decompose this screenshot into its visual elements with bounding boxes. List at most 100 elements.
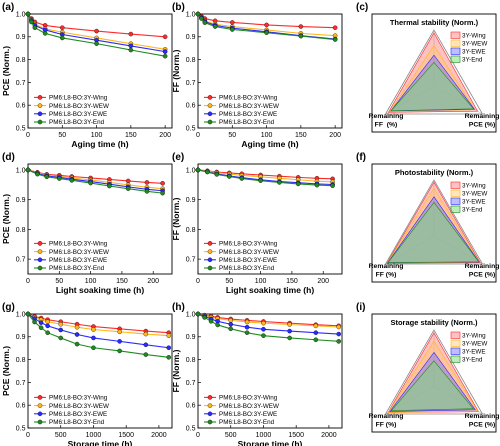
y-tick-label: 1.0 bbox=[16, 167, 26, 174]
series-3Y-End bbox=[195, 11, 338, 42]
data-point bbox=[244, 324, 250, 330]
data-point bbox=[208, 319, 214, 324]
legend-entry-3Y-Wing: PM6:L8-BO:3Y-Wing bbox=[34, 395, 108, 402]
legend-swatch bbox=[450, 39, 461, 47]
x-axis-title: Storage time (h) bbox=[238, 439, 303, 446]
panel-g: (g) 0.5 0.6 0.7 0.8 0.9 1.0 0 500 1000 1500 2000 Sto… bbox=[1, 302, 173, 446]
legend-label: PM6:L8-BO:3Y-WEW bbox=[49, 103, 109, 110]
legend-entry-3Y-End: PM6:L8-BO:3Y-End bbox=[204, 419, 275, 426]
radar-legend-3Y-End: 3Y-End bbox=[450, 55, 483, 64]
data-point bbox=[160, 181, 165, 186]
radar-axis-label-pce: Remaining PCE (%) bbox=[465, 263, 500, 279]
data-point bbox=[91, 327, 96, 332]
data-point bbox=[295, 181, 301, 187]
data-point bbox=[32, 25, 38, 30]
radar-legend-3Y-WEW: 3Y-WEW bbox=[450, 339, 487, 348]
data-point bbox=[38, 320, 44, 325]
data-point bbox=[69, 178, 75, 183]
series-3Y-End bbox=[195, 167, 335, 188]
y-tick-label: 0.9 bbox=[16, 334, 26, 341]
legend-marker bbox=[207, 111, 213, 117]
plot-frame bbox=[197, 313, 343, 429]
legend-label: PM6:L8-BO:3Y-EWE bbox=[49, 111, 107, 118]
legend-entry-3Y-WEW: PM6:L8-BO:3Y-WEW bbox=[34, 403, 109, 410]
x-tick-label: 1500 bbox=[118, 432, 134, 439]
legend-label: 3Y-End bbox=[462, 357, 483, 364]
data-point bbox=[45, 319, 50, 325]
x-tick-label: 1500 bbox=[288, 432, 304, 439]
x-tick-label: 200 bbox=[147, 278, 159, 285]
data-point bbox=[195, 167, 201, 173]
panel-i: (i) Storage stability (Norm.) Remaining FF … bbox=[356, 302, 499, 433]
legend-marker bbox=[207, 241, 213, 246]
legend-marker bbox=[207, 411, 213, 417]
y-tick-label: 0.6 bbox=[186, 403, 196, 410]
x-tick-label: 0 bbox=[196, 432, 200, 439]
y-tick-label: 0.7 bbox=[186, 257, 196, 264]
series-3Y-End bbox=[25, 167, 165, 196]
x-axis-title: Light soaking time (h) bbox=[226, 285, 314, 295]
radar-frame bbox=[371, 13, 497, 133]
x-tick-label: 100 bbox=[91, 132, 103, 139]
data-point bbox=[44, 174, 50, 180]
data-point bbox=[117, 329, 122, 335]
legend-swatch bbox=[450, 31, 461, 39]
plot-frame bbox=[197, 163, 343, 275]
y-tick-label: 0.9 bbox=[16, 197, 26, 204]
radar-frame bbox=[371, 163, 497, 283]
data-point bbox=[162, 53, 168, 59]
series-3Y-Wing bbox=[25, 11, 168, 40]
legend-label: PM6:L8-BO:3Y-Wing bbox=[219, 395, 278, 402]
y-tick-label: 0.8 bbox=[186, 357, 196, 364]
data-point bbox=[228, 321, 234, 327]
legend-marker bbox=[37, 103, 43, 108]
radar-legend-3Y-Wing: 3Y-Wing bbox=[450, 181, 486, 190]
legend-label: PM6:L8-BO:3Y-End bbox=[219, 419, 275, 426]
series-line bbox=[27, 169, 163, 192]
series-line bbox=[27, 313, 169, 334]
x-tick-label: 200 bbox=[329, 132, 341, 139]
x-tick-label: 50 bbox=[225, 278, 233, 285]
data-point bbox=[205, 169, 210, 175]
data-point bbox=[74, 324, 80, 330]
panel-label: (d) bbox=[2, 152, 15, 163]
radar-legend-3Y-Wing: 3Y-Wing bbox=[450, 31, 486, 40]
data-point bbox=[287, 328, 292, 334]
data-point bbox=[230, 20, 235, 25]
legend-label: 3Y-Wing bbox=[462, 333, 486, 340]
legend-label: 3Y-WEW bbox=[462, 191, 487, 198]
legend-marker bbox=[37, 403, 43, 408]
y-tick-label: 0.8 bbox=[186, 57, 196, 64]
data-point bbox=[244, 330, 250, 335]
legend-swatch bbox=[450, 339, 461, 347]
x-axis-title: Aging time (h) bbox=[241, 139, 298, 149]
radar-title: Storage stability (Norm.) bbox=[390, 318, 478, 327]
data-point bbox=[264, 22, 269, 28]
legend-swatch bbox=[450, 205, 461, 213]
panel-b: (b) 0.5 0.6 0.7 0.8 0.9 1.0 0 50 100 150 200 Aging t… bbox=[171, 2, 343, 149]
series-line bbox=[197, 313, 339, 342]
legend-marker bbox=[37, 119, 43, 125]
legend-swatch bbox=[450, 189, 461, 197]
radar-legend-3Y-WEW: 3Y-WEW bbox=[450, 39, 487, 48]
data-point bbox=[228, 326, 234, 332]
series-line bbox=[27, 313, 169, 349]
data-point bbox=[125, 186, 131, 191]
data-point bbox=[244, 319, 250, 325]
data-point bbox=[313, 330, 319, 335]
y-axis-title: PCE (Norm.) bbox=[1, 46, 11, 96]
y-axis-title: FF (Norm.) bbox=[171, 197, 181, 240]
legend-label: 3Y-End bbox=[462, 207, 483, 214]
series-line bbox=[197, 313, 339, 328]
panel-label: (e) bbox=[172, 152, 184, 163]
series-3Y-WEW bbox=[25, 167, 165, 191]
radar-legend-3Y-WEW: 3Y-WEW bbox=[450, 189, 487, 198]
x-tick-label: 150 bbox=[286, 278, 298, 285]
legend-entry-3Y-WEW: PM6:L8-BO:3Y-WEW bbox=[204, 249, 279, 256]
data-point bbox=[160, 190, 165, 196]
data-point bbox=[29, 19, 34, 25]
x-tick-label: 100 bbox=[261, 132, 273, 139]
radar-area-3Y-End bbox=[387, 201, 480, 263]
data-point bbox=[202, 315, 207, 320]
